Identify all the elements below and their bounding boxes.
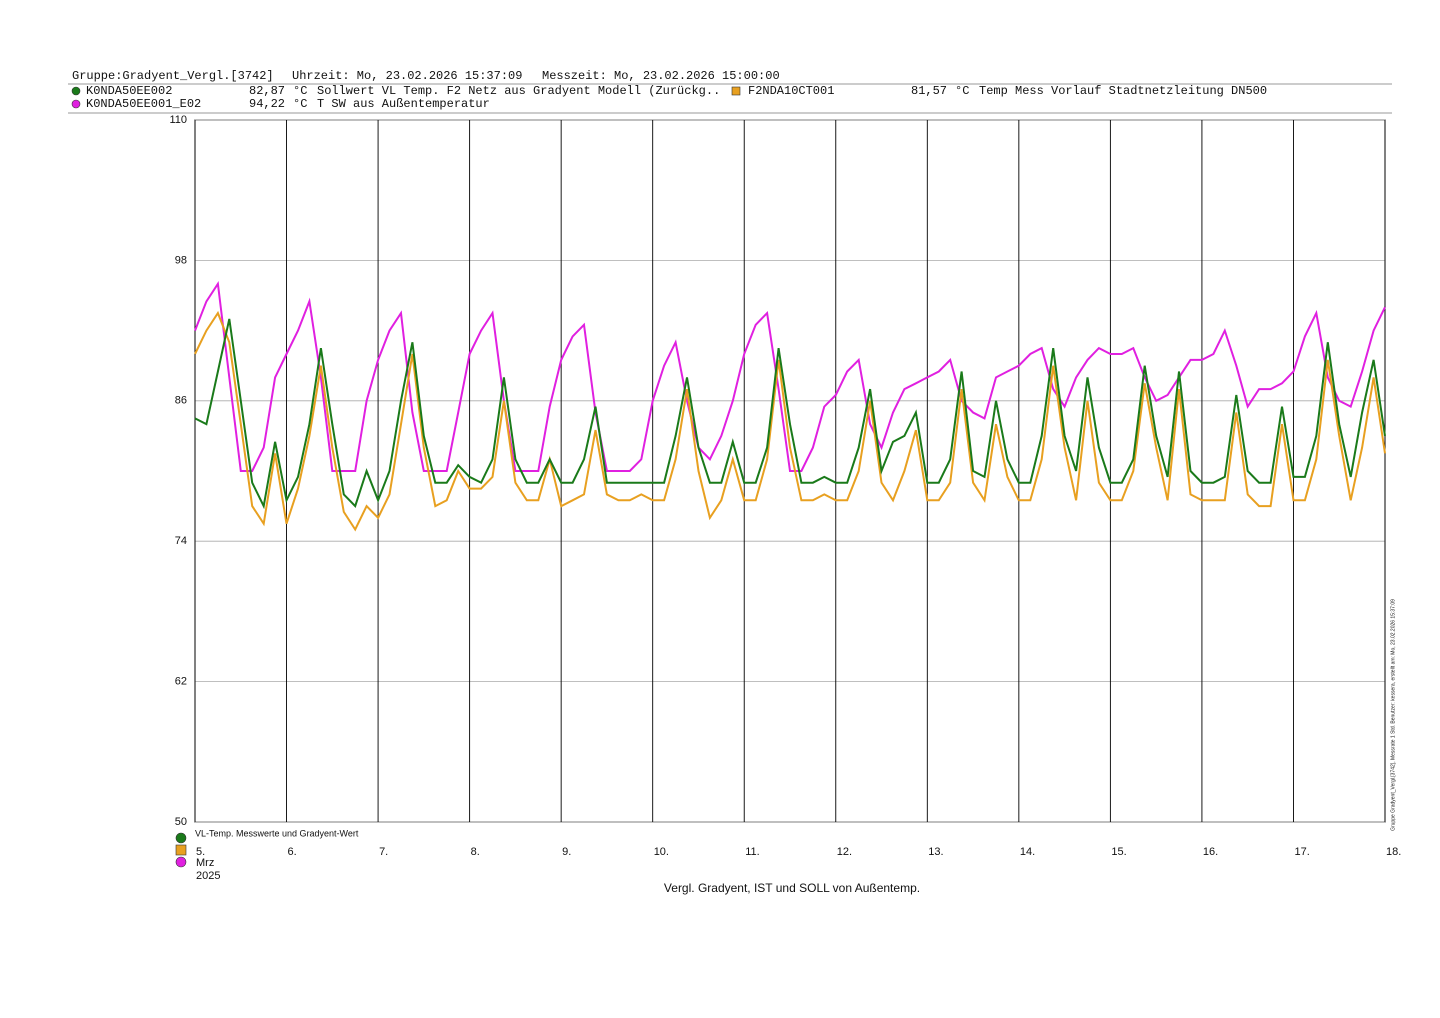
x-tick-label: 17. — [1294, 846, 1309, 858]
x-month: Mrz — [196, 857, 214, 869]
side-note: Gruppe Gradyent_Vergl.[3742], Messrate 1… — [1390, 599, 1396, 831]
legend-marker — [175, 856, 187, 868]
y-tick-label: 86 — [175, 395, 187, 407]
x-tick-label: 13. — [928, 846, 943, 858]
legend-description: T SW aus Außentemperatur — [317, 97, 490, 111]
x-tick-label: 18. — [1386, 846, 1401, 858]
legend-marker — [731, 86, 741, 96]
x-tick-label: 12. — [837, 846, 852, 858]
legend-name: K0NDA50EE001_E02 — [86, 97, 201, 111]
legend-unit: °C — [955, 84, 969, 98]
series-line — [194, 280, 1386, 472]
legend-marker — [175, 844, 187, 856]
legend-name: F2NDA10CT001 — [748, 84, 834, 98]
series-line — [194, 318, 1386, 510]
legend-value: 82,87 — [249, 84, 285, 98]
x-axis-title: Vergl. Gradyent, IST und SOLL von Außent… — [664, 881, 920, 895]
legend-value: 94,22 — [249, 97, 285, 111]
y-tick-label: 62 — [175, 676, 187, 688]
legend-value: 81,57 — [911, 84, 947, 98]
x-tick-label: 8. — [471, 846, 480, 858]
x-tick-label: 16. — [1203, 846, 1218, 858]
legend-marker — [175, 832, 187, 844]
x-tick-label: 9. — [562, 846, 571, 858]
x-tick-label: 5. — [196, 846, 205, 858]
legend-unit: °C — [293, 84, 307, 98]
legend-title: VL-Temp. Messwerte und Gradyent-Wert — [195, 828, 359, 838]
series-line — [194, 310, 1386, 532]
x-tick-label: 11. — [745, 846, 759, 858]
x-tick-label: 15. — [1111, 846, 1126, 858]
legend-marker — [71, 99, 81, 109]
y-tick-label: 98 — [175, 254, 187, 266]
y-tick-label: 50 — [175, 816, 187, 828]
legend-description: Sollwert VL Temp. F2 Netz aus Gradyent M… — [317, 84, 720, 98]
x-year: 2025 — [196, 870, 220, 882]
header-time: Uhrzeit: Mo, 23.02.2026 15:37:09 — [292, 69, 522, 83]
header-group: Gruppe:Gradyent_Vergl.[3742] — [72, 69, 274, 83]
legend-description: Temp Mess Vorlauf Stadtnetzleitung DN500 — [979, 84, 1267, 98]
legend-marker — [71, 86, 81, 96]
legend-name: K0NDA50EE002 — [86, 84, 172, 98]
x-tick-label: 6. — [288, 846, 297, 858]
header-measure-time: Messzeit: Mo, 23.02.2026 15:00:00 — [542, 69, 780, 83]
legend-unit: °C — [293, 97, 307, 111]
x-tick-label: 10. — [654, 846, 669, 858]
y-tick-label: 110 — [169, 114, 187, 126]
x-tick-label: 7. — [379, 846, 388, 858]
y-tick-label: 74 — [175, 535, 187, 547]
x-tick-label: 14. — [1020, 846, 1035, 858]
